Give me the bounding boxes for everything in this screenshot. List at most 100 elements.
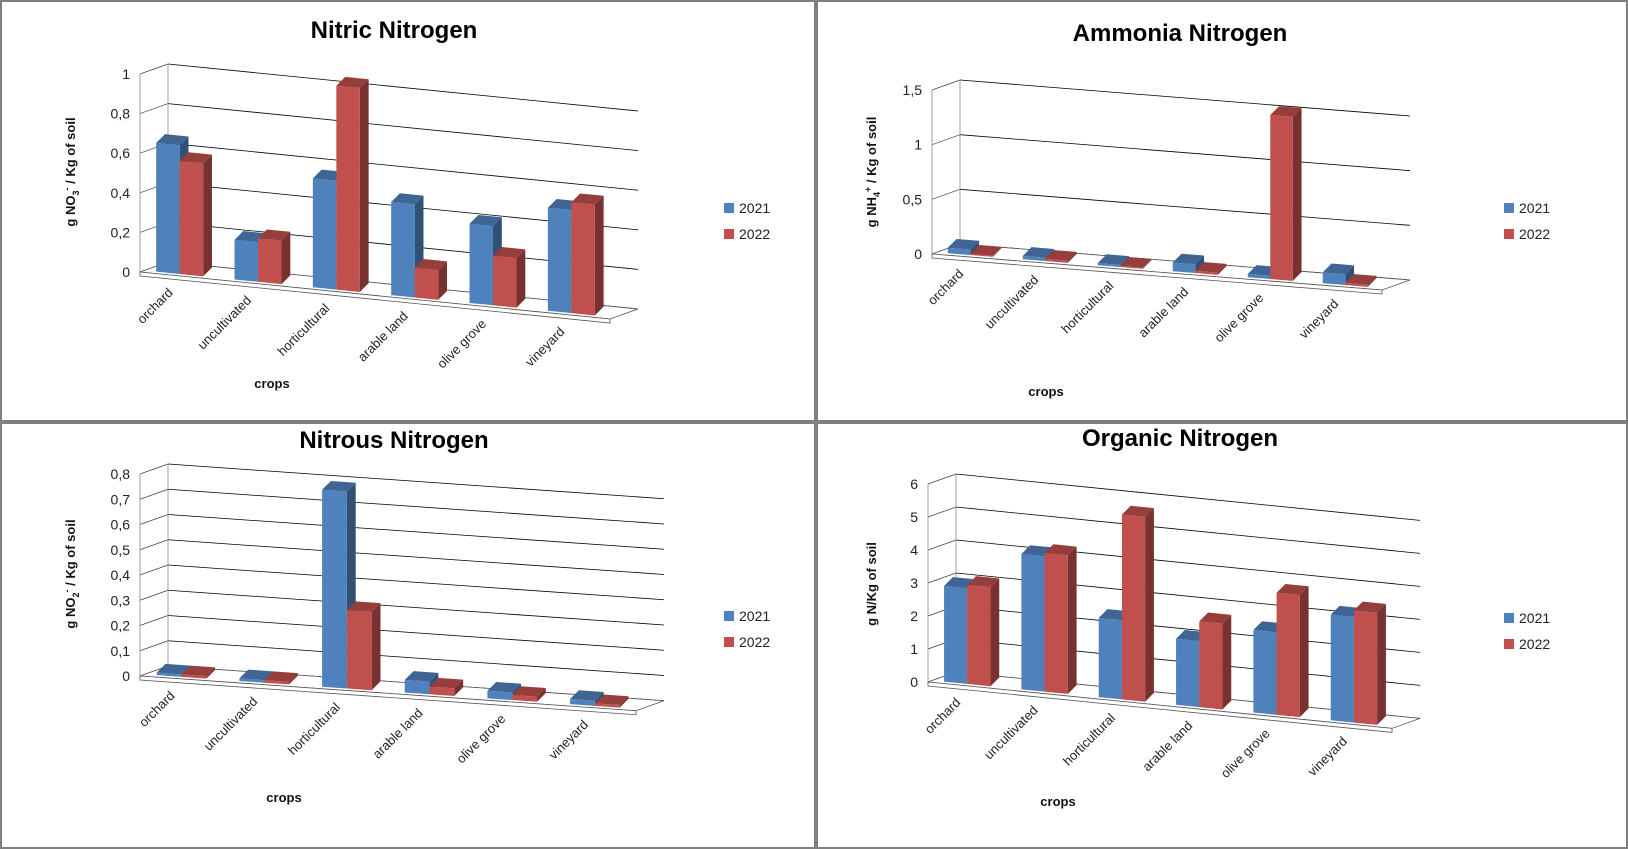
nitric-nitrogen-category-label: vineyard (522, 324, 567, 369)
nitrous-nitrogen-gridline (167, 539, 665, 575)
nitrous-nitrogen-bar-horticultural-2022 (346, 601, 381, 691)
organic-nitrogen-ytick-label: 1 (910, 641, 918, 657)
organic-nitrogen-side-gridline (927, 473, 957, 485)
nitric-nitrogen-gridline (167, 142, 639, 191)
organic-nitrogen-category-label: olive grove (1218, 726, 1273, 781)
nitric-nitrogen-ytick-label: 0,2 (111, 224, 131, 240)
nitric-nitrogen-ytick-label: 0 (122, 264, 130, 280)
organic-nitrogen-bar-uncultivated-2022 (1044, 544, 1077, 694)
nitrous-nitrogen-category-label: horticultural (285, 700, 343, 758)
ammonia-nitrogen-category-label: olive grove (1211, 290, 1266, 345)
nitrous-nitrogen-category-label: vineyard (546, 717, 591, 762)
nitric-nitrogen-ytick-label: 0,8 (111, 106, 131, 122)
organic-nitrogen-ytick-label: 0 (910, 674, 918, 690)
nitrous-nitrogen-side-gridline (139, 488, 169, 500)
organic-nitrogen-title: Organic Nitrogen (1082, 425, 1278, 452)
organic-nitrogen-bar-olive-grove-2022 (1276, 583, 1309, 718)
ammonia-nitrogen-ytick-label: 0 (914, 246, 922, 262)
organic-nitrogen-bar-vineyard-2022 (1353, 601, 1386, 725)
ammonia-nitrogen-gridline (959, 134, 1411, 172)
nitrous-nitrogen-side-gridline (139, 463, 169, 475)
nitric-nitrogen-category-label: orchard (134, 285, 176, 327)
nitric-nitrogen-y-axis-label: g NO3- / Kg of soil (62, 117, 81, 226)
organic-nitrogen-gridline (955, 473, 1421, 521)
nitric-nitrogen-gridline (167, 103, 639, 151)
ammonia-nitrogen-bar-horticultural-2022 (1120, 257, 1152, 269)
nitrous-nitrogen-side-gridline (139, 564, 169, 576)
nitric-nitrogen-category-label: olive grove (434, 316, 489, 371)
nitric-nitrogen-bar-orchard-2022 (179, 152, 212, 277)
ammonia-nitrogen-side-gridline (931, 79, 961, 91)
ammonia-nitrogen-gridline (959, 79, 1411, 117)
organic-nitrogen-category-label: uncultivated (981, 703, 1041, 763)
ammonia-nitrogen-legend-label-2021: 2021 (1519, 200, 1550, 216)
nitric-nitrogen-ytick-label: 1 (122, 66, 130, 82)
organic-nitrogen-panel: Organic Nitrogen 0 1 2 3 4 5 6 orchard uncultivat… (818, 424, 1626, 847)
nitrous-nitrogen-x-axis-label: crops (266, 790, 301, 805)
ammonia-nitrogen-ytick-label: 0,5 (903, 191, 923, 207)
ammonia-nitrogen-ytick-label: 1,5 (903, 82, 923, 98)
ammonia-nitrogen-legend-swatch-2021 (1504, 203, 1514, 213)
nitrous-nitrogen-ytick-label: 0 (122, 668, 130, 684)
nitrous-nitrogen-bar-uncultivated-2022 (264, 671, 298, 685)
nitric-nitrogen-category-label: uncultivated (194, 293, 254, 353)
nitric-nitrogen-floor-edge (139, 271, 611, 324)
nitrous-nitrogen-gridline (167, 615, 665, 651)
nitrous-nitrogen-legend-swatch-2022 (724, 637, 734, 647)
nitric-nitrogen-bar-vineyard-2022 (571, 193, 604, 316)
nitric-nitrogen-legend-swatch-2021 (724, 203, 734, 213)
organic-nitrogen-floor-edge (927, 681, 1393, 733)
organic-nitrogen-x-axis-label: crops (1040, 794, 1075, 809)
nitric-nitrogen-ytick-label: 0,4 (111, 185, 131, 201)
ammonia-nitrogen-floor-edge (931, 253, 1383, 295)
nitric-nitrogen-x-axis-label: crops (254, 376, 289, 391)
nitric-nitrogen-side-gridline (139, 103, 169, 114)
ammonia-nitrogen-panel: Ammonia Nitrogen 0 0,5 1 1,5 orchard uncultiva… (818, 2, 1626, 420)
organic-nitrogen-side-gridline (927, 539, 957, 551)
organic-nitrogen-bar-arable-land-2022 (1199, 612, 1232, 710)
ammonia-nitrogen-category-label: arable land (1135, 284, 1191, 340)
organic-nitrogen-category-label: orchard (922, 695, 964, 737)
ammonia-nitrogen-chart: Ammonia Nitrogen 0 0,5 1 1,5 orchard uncultiva… (863, 20, 1550, 399)
nitrous-nitrogen-bar-olive-grove-2022 (512, 686, 546, 702)
nitrous-nitrogen-category-label: uncultivated (201, 694, 261, 754)
nitric-nitrogen-bar-uncultivated-2022 (258, 229, 291, 285)
ammonia-nitrogen-side-gridline (931, 134, 961, 145)
nitrous-nitrogen-gridline (167, 640, 665, 676)
nitric-nitrogen-bar-horticultural-2022 (336, 76, 369, 292)
ammonia-nitrogen-bar-arable-land-2022 (1195, 262, 1227, 275)
nitrous-nitrogen-ytick-label: 0,5 (111, 542, 131, 558)
nitrous-nitrogen-ytick-label: 0,4 (111, 567, 131, 583)
ammonia-nitrogen-bar-uncultivated-2022 (1045, 250, 1077, 263)
ammonia-nitrogen-bar-arable-land-2021 (1172, 253, 1205, 274)
nitrous-nitrogen-ytick-label: 0,8 (111, 466, 131, 482)
nitrous-nitrogen-ytick-label: 0,7 (111, 491, 131, 507)
nitric-nitrogen-bar-olive-grove-2022 (493, 247, 526, 308)
ammonia-nitrogen-title: Ammonia Nitrogen (1073, 20, 1288, 47)
organic-nitrogen-ytick-label: 5 (910, 509, 918, 525)
ammonia-nitrogen-bar-orchard-2022 (970, 245, 1002, 257)
nitric-nitrogen-category-label: horticultural (274, 300, 332, 358)
organic-nitrogen-gridline (955, 506, 1421, 554)
organic-nitrogen-category-label: arable land (1139, 718, 1195, 774)
nitrous-nitrogen-bar-vineyard-2022 (594, 694, 629, 708)
nitric-nitrogen-legend-swatch-2022 (724, 229, 734, 239)
nitrous-nitrogen-legend-swatch-2021 (724, 611, 734, 621)
nitrous-nitrogen-floor-edge (139, 675, 637, 716)
organic-nitrogen-side-gridline (927, 506, 957, 518)
nitrous-nitrogen-side-gridline (139, 589, 169, 601)
ammonia-nitrogen-bar-vineyard-2021 (1322, 263, 1355, 286)
nitric-nitrogen-legend-label-2021: 2021 (739, 200, 770, 216)
organic-nitrogen-legend-label-2022: 2022 (1519, 636, 1550, 652)
nitrous-nitrogen-legend-label-2022: 2022 (739, 634, 770, 650)
organic-nitrogen-ytick-label: 3 (910, 575, 918, 591)
nitrous-nitrogen-gridline (167, 514, 665, 550)
ammonia-nitrogen-category-label: uncultivated (982, 272, 1042, 332)
ammonia-nitrogen-category-label: vineyard (1296, 296, 1341, 341)
nitrous-nitrogen-side-gridline (139, 640, 169, 652)
nitric-nitrogen-title: Nitric Nitrogen (311, 17, 478, 44)
nitrous-nitrogen-ytick-label: 0,2 (111, 618, 131, 634)
ammonia-nitrogen-bar-olive-grove-2022 (1270, 106, 1302, 281)
organic-nitrogen-legend-swatch-2021 (1504, 613, 1514, 623)
